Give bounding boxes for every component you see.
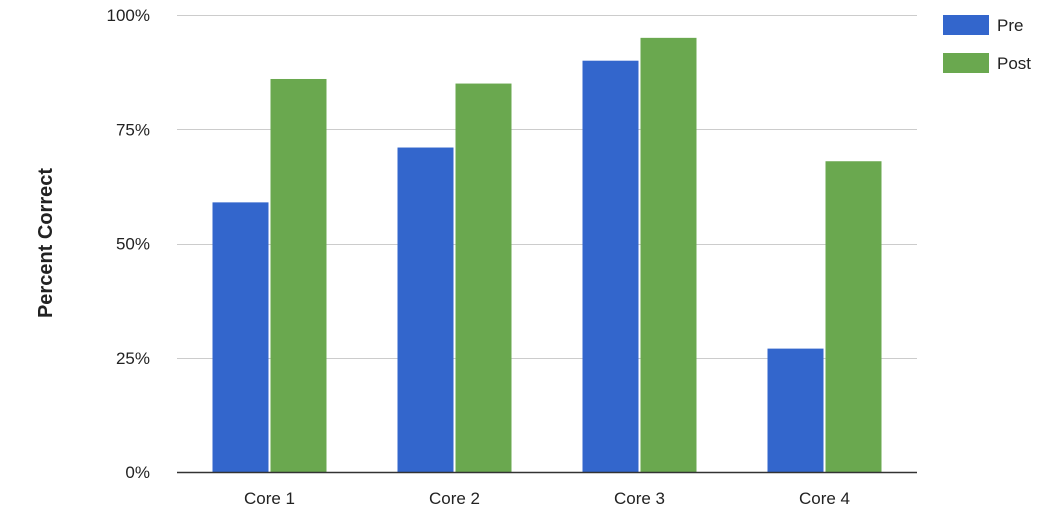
y-tick-label: 100% [107, 6, 150, 25]
bar-pre-3 [582, 60, 639, 472]
legend-swatch-post [943, 53, 989, 73]
x-tick-label: Core 2 [429, 489, 480, 508]
legend: Pre Post [943, 15, 1031, 73]
bar-post-2 [455, 83, 512, 473]
bar-post-4 [825, 161, 882, 473]
y-tick-label: 75% [116, 120, 150, 139]
y-tick-labels: 0% 25% 50% 75% 100% [107, 6, 150, 482]
y-axis-title: Percent Correct [35, 168, 57, 318]
x-tick-label: Core 3 [614, 489, 665, 508]
bars [212, 37, 882, 473]
x-tick-label: Core 1 [244, 489, 295, 508]
legend-label-post: Post [997, 54, 1031, 73]
x-tick-labels: Core 1 Core 2 Core 3 Core 4 [244, 489, 850, 508]
x-tick-label: Core 4 [799, 489, 850, 508]
bar-pre-2 [397, 147, 454, 472]
bar-post-1 [270, 78, 327, 472]
bar-pre-1 [212, 202, 269, 472]
bar-post-3 [640, 37, 697, 472]
y-tick-label: 0% [125, 463, 150, 482]
y-tick-label: 25% [116, 349, 150, 368]
legend-label-pre: Pre [997, 16, 1023, 35]
y-tick-label: 50% [116, 235, 150, 254]
legend-swatch-pre [943, 15, 989, 35]
bar-pre-4 [767, 348, 824, 472]
